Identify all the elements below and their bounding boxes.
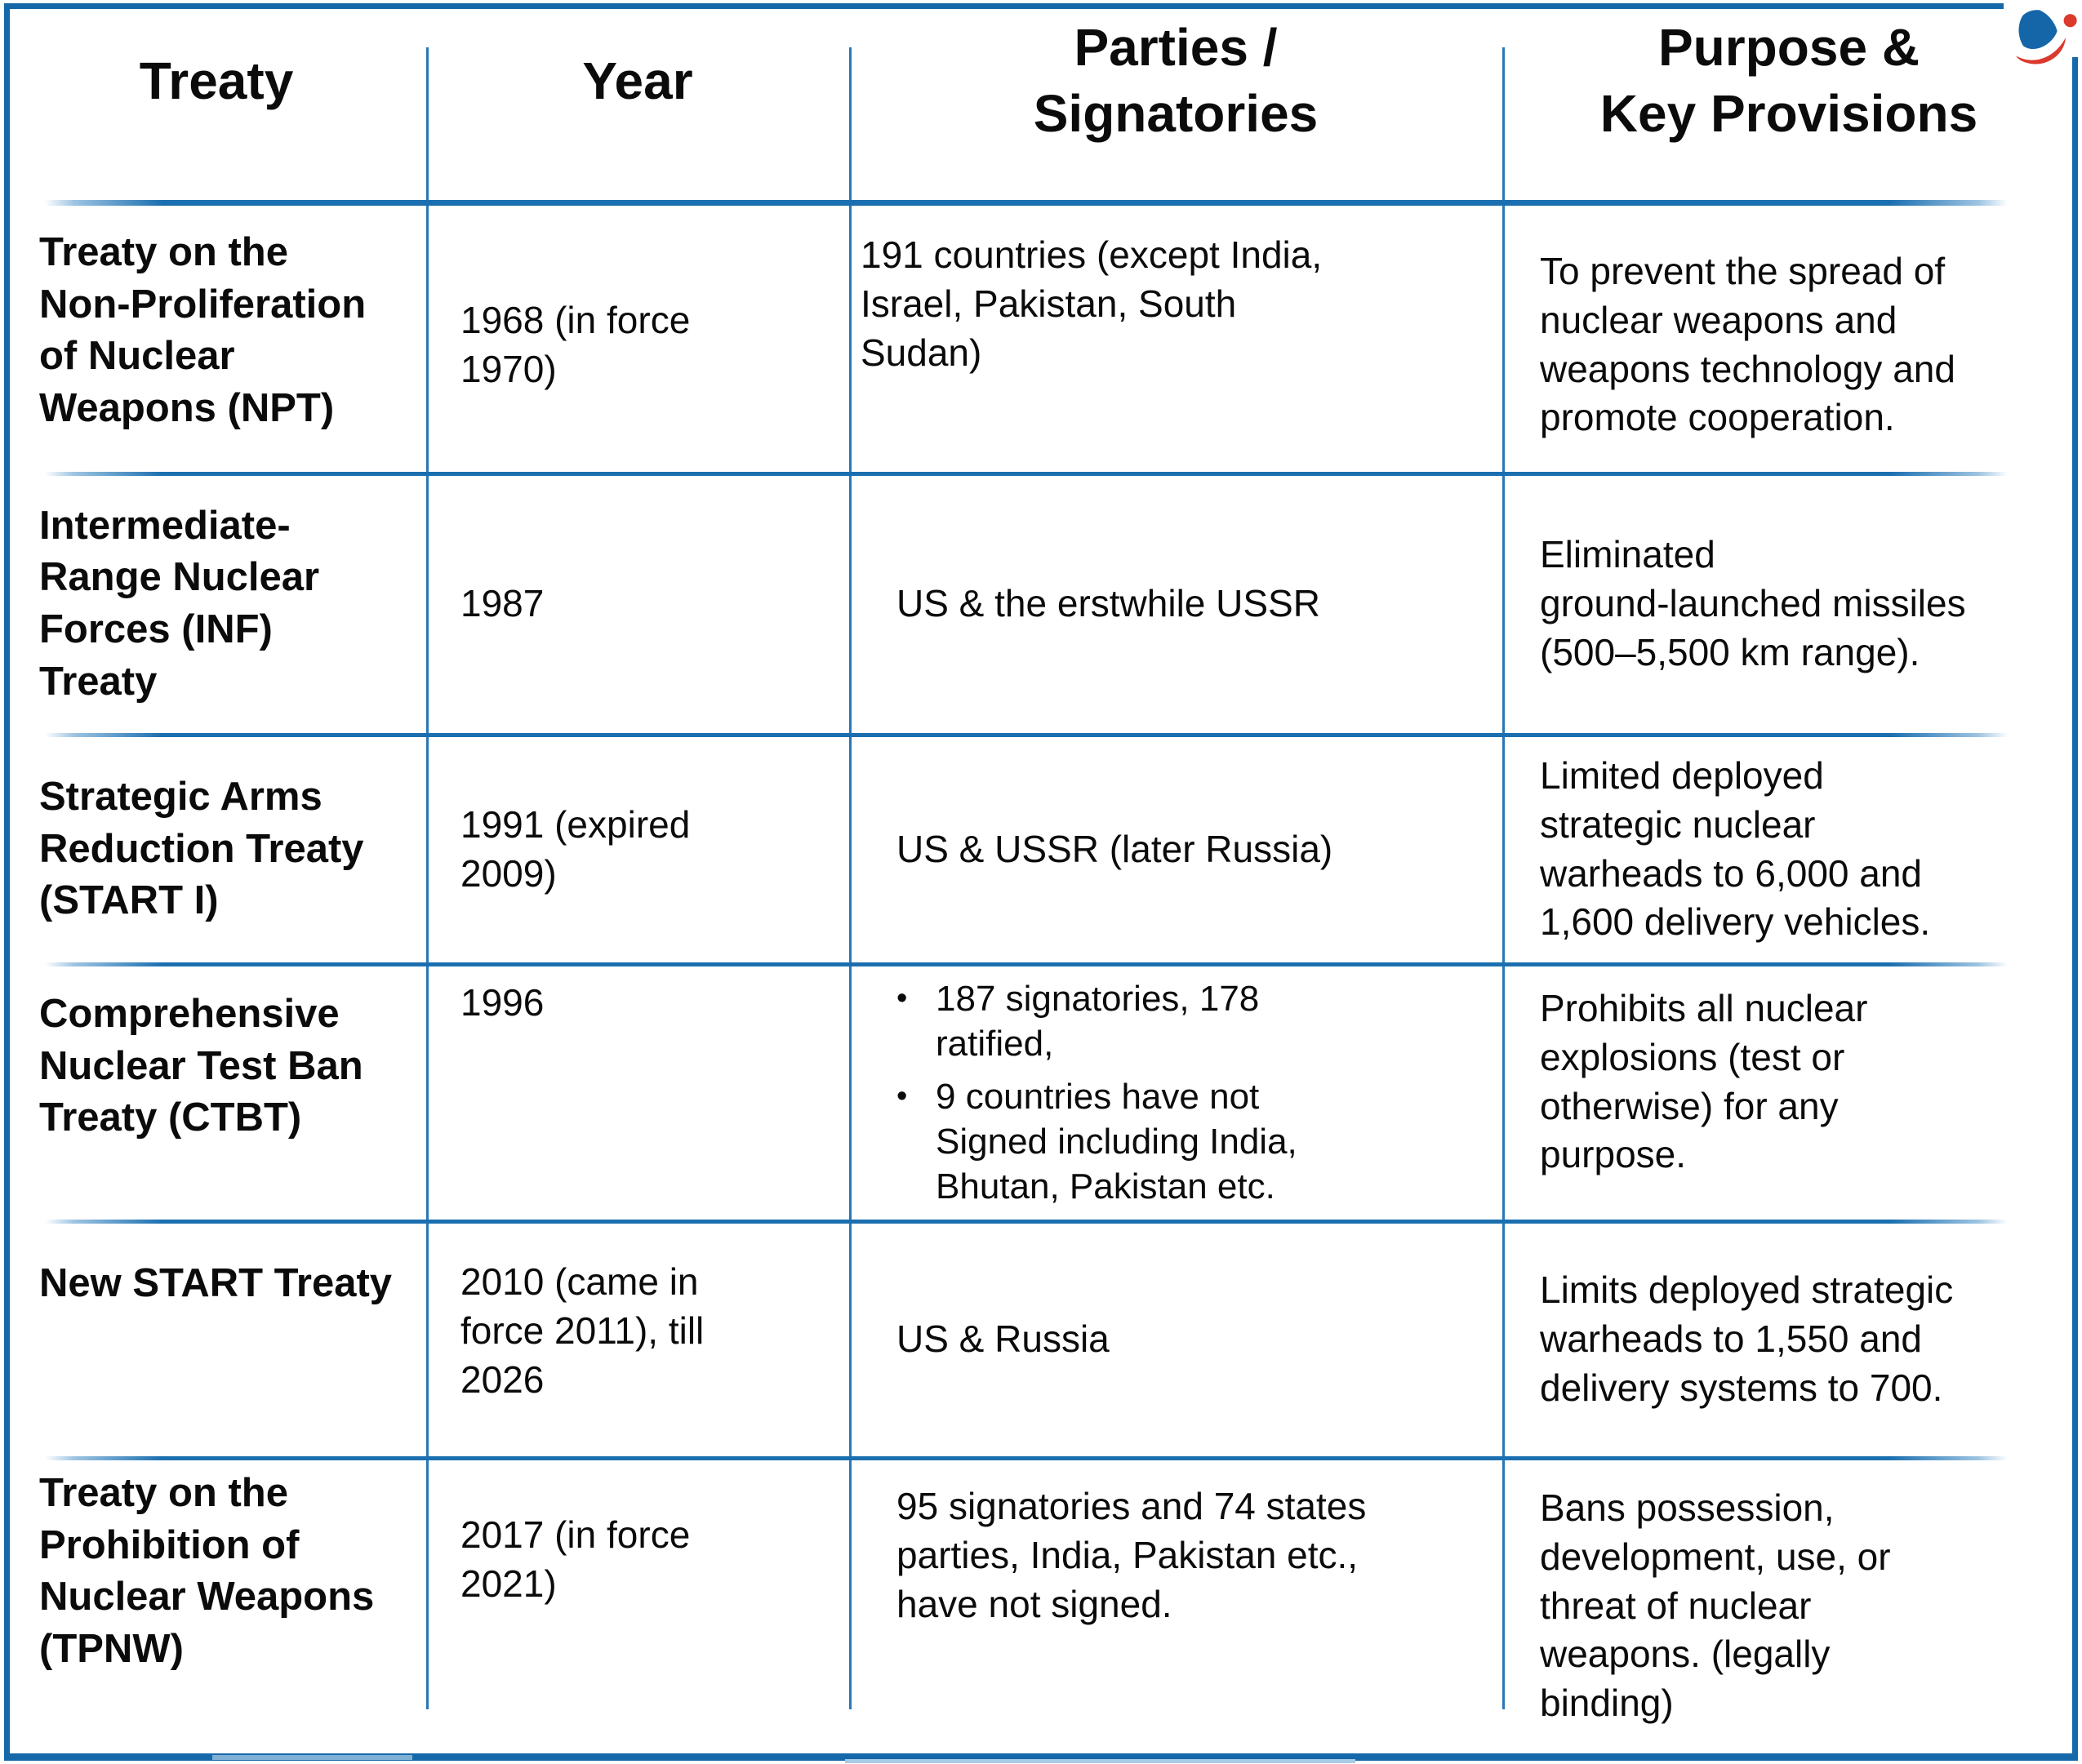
- treaty-purpose: To prevent the spread of nuclear weapons…: [1540, 250, 1955, 439]
- logo-blue-globe: [2016, 10, 2058, 50]
- year-cell-inf: 1987: [426, 473, 849, 735]
- column-header-purpose: Purpose & Key Provisions: [1502, 7, 2075, 202]
- treaty-year: 2010 (came in force 2011), till 2026: [460, 1260, 705, 1401]
- parties-cell-newstart: US & Russia: [849, 1221, 1502, 1458]
- treaty-name: Intermediate- Range Nuclear Forces (INF)…: [39, 503, 320, 704]
- treaty-purpose: Prohibits all nuclear explosions (test o…: [1540, 987, 1868, 1176]
- treaty-purpose: Limits deployed strategic warheads to 1,…: [1540, 1269, 1954, 1409]
- treaties-table: Treaty Year Parties / Signatories Purpos…: [7, 7, 2075, 1753]
- treaty-name: Comprehensive Nuclear Test Ban Treaty (C…: [39, 992, 363, 1140]
- column-header-label: Purpose & Key Provisions: [1599, 18, 1978, 143]
- parties-cell-start1: US & USSR (later Russia): [849, 735, 1502, 964]
- table-border-bottom: [4, 1753, 2078, 1761]
- year-cell-newstart: 2010 (came in force 2011), till 2026: [426, 1221, 849, 1458]
- column-header-label: Parties / Signatories: [1033, 18, 1319, 143]
- column-header-label: Year: [582, 51, 693, 110]
- parties-cell-tpnw: 95 signatories and 74 states parties, In…: [849, 1458, 1502, 1753]
- treaty-year: 1996: [460, 981, 545, 1024]
- treaty-parties: 191 countries (except India, Israel, Pak…: [861, 233, 1323, 374]
- treaty-year: 1968 (in force 1970): [460, 299, 691, 390]
- treaty-cell-ctbt: Comprehensive Nuclear Test Ban Treaty (C…: [7, 964, 426, 1221]
- treaty-cell-npt: Treaty on the Non-Proliferation of Nucle…: [7, 202, 426, 473]
- header-row-divider: [45, 200, 2008, 206]
- treaty-parties: US & Russia: [896, 1317, 1110, 1361]
- purpose-cell-start1: Limited deployed strategic nuclear warhe…: [1502, 735, 2075, 964]
- purpose-cell-inf: Eliminated ground-launched missiles (500…: [1502, 473, 2075, 735]
- purpose-cell-ctbt: Prohibits all nuclear explosions (test o…: [1502, 964, 2075, 1221]
- table-border-top: [7, 3, 2004, 9]
- purpose-cell-newstart: Limits deployed strategic warheads to 1,…: [1502, 1221, 2075, 1458]
- parties-bullet-list: • 187 signatories, 178 ratified, • 9 cou…: [896, 976, 1297, 1209]
- parties-cell-inf: US & the erstwhile USSR: [849, 473, 1502, 735]
- table-border-left: [4, 3, 10, 1758]
- treaty-cell-tpnw: Treaty on the Prohibition of Nuclear Wea…: [7, 1458, 426, 1753]
- row-divider: [45, 962, 2008, 966]
- row-divider: [45, 1456, 2008, 1460]
- row-divider: [45, 1220, 2008, 1224]
- logo-red-swoosh: [2016, 38, 2066, 64]
- treaty-name: Treaty on the Non-Proliferation of Nucle…: [39, 230, 367, 431]
- column-header-parties: Parties / Signatories: [849, 7, 1502, 202]
- purpose-cell-npt: To prevent the spread of nuclear weapons…: [1502, 202, 2075, 473]
- treaty-cell-inf: Intermediate- Range Nuclear Forces (INF)…: [7, 473, 426, 735]
- column-divider-year-parties: [849, 47, 852, 1709]
- treaty-parties: US & the erstwhile USSR: [896, 582, 1320, 625]
- border-bottom-light-stroke: [212, 1755, 412, 1760]
- treaty-year: 1991 (expired 2009): [460, 802, 691, 895]
- column-header-year: Year: [426, 7, 849, 202]
- row-divider: [45, 472, 2008, 476]
- treaty-purpose: Limited deployed strategic nuclear warhe…: [1540, 753, 1931, 944]
- parties-cell-ctbt: • 187 signatories, 178 ratified, • 9 cou…: [849, 964, 1502, 1221]
- table-border-right: [2072, 57, 2078, 1760]
- bullet-icon: •: [896, 981, 908, 1015]
- logo-red-dot: [2063, 14, 2077, 28]
- treaty-cell-start1: Strategic Arms Reduction Treaty (START I…: [7, 735, 426, 964]
- treaty-year: 2017 (in force 2021): [460, 1513, 691, 1605]
- treaty-name: Treaty on the Prohibition of Nuclear Wea…: [39, 1471, 375, 1672]
- treaty-parties: 9 countries have not Signed including In…: [936, 1077, 1297, 1206]
- bullet-item: • 187 signatories, 178 ratified,: [896, 976, 1297, 1066]
- column-divider-parties-purpose: [1502, 47, 1505, 1709]
- treaty-parties: 95 signatories and 74 states parties, In…: [896, 1485, 1367, 1625]
- year-cell-tpnw: 2017 (in force 2021): [426, 1458, 849, 1753]
- purpose-cell-tpnw: Bans possession, development, use, or th…: [1502, 1458, 2075, 1753]
- row-divider: [45, 733, 2008, 737]
- column-header-treaty: Treaty: [7, 7, 426, 202]
- treaty-cell-newstart: New START Treaty: [7, 1221, 426, 1458]
- column-divider-treaty-year: [426, 47, 429, 1709]
- treaty-purpose: Bans possession, development, use, or th…: [1540, 1486, 1891, 1725]
- bullet-icon: •: [896, 1079, 908, 1113]
- treaty-name: New START Treaty: [39, 1261, 393, 1305]
- year-cell-ctbt: 1996: [426, 964, 849, 1221]
- column-header-label: Treaty: [139, 51, 294, 110]
- logo-white-orbit: [2014, 6, 2028, 52]
- globe-swoosh-logo-icon: [2014, 6, 2077, 64]
- bullet-item: • 9 countries have not Signed including …: [896, 1074, 1297, 1209]
- year-cell-start1: 1991 (expired 2009): [426, 735, 849, 964]
- treaty-purpose: Eliminated ground-launched missiles (500…: [1540, 533, 1966, 673]
- treaty-parties: US & USSR (later Russia): [896, 827, 1333, 870]
- year-cell-npt: 1968 (in force 1970): [426, 202, 849, 473]
- treaty-year: 1987: [460, 582, 545, 625]
- treaty-name: Strategic Arms Reduction Treaty (START I…: [39, 774, 364, 923]
- border-bottom-light-stroke: [845, 1759, 1355, 1763]
- parties-cell-npt: 191 countries (except India, Israel, Pak…: [849, 202, 1502, 473]
- treaty-parties: 187 signatories, 178 ratified,: [936, 979, 1260, 1064]
